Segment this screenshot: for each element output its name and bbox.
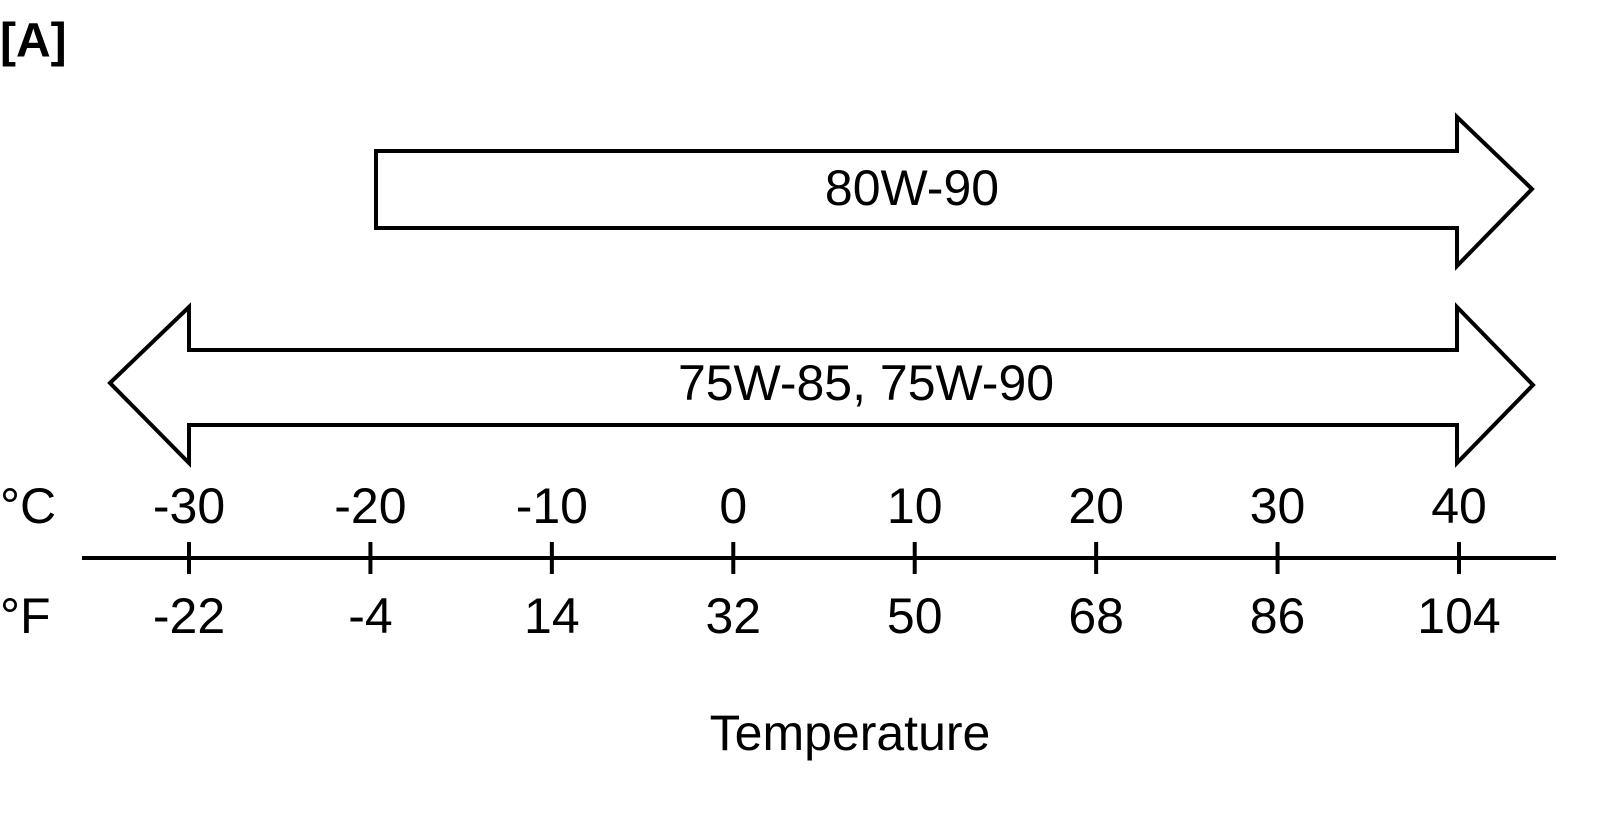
celsius-label: 0 [719, 478, 747, 534]
celsius-label: 10 [887, 478, 943, 534]
celsius-label: 30 [1250, 478, 1306, 534]
fahrenheit-label: -22 [153, 588, 225, 644]
fahrenheit-label: 86 [1250, 588, 1306, 644]
celsius-label: -20 [334, 478, 406, 534]
celsius-label: -10 [516, 478, 588, 534]
fahrenheit-label: 68 [1068, 588, 1124, 644]
panel-label: [A] [0, 15, 67, 68]
unit-label: °C [0, 478, 56, 534]
celsius-label: 20 [1068, 478, 1124, 534]
fahrenheit-label: 32 [705, 588, 761, 644]
range-arrow [107, 302, 1536, 468]
axis-title: Temperature [710, 705, 991, 761]
range-arrow [374, 112, 1535, 271]
unit-label: °F [0, 588, 51, 644]
fahrenheit-label: 104 [1417, 588, 1500, 644]
celsius-label: -30 [153, 478, 225, 534]
celsius-label: 40 [1431, 478, 1487, 534]
arrow-label: 75W-85, 75W-90 [678, 355, 1054, 411]
fahrenheit-label: 50 [887, 588, 943, 644]
fahrenheit-label: 14 [524, 588, 580, 644]
arrow-label: 80W-90 [825, 160, 999, 216]
fahrenheit-label: -4 [348, 588, 392, 644]
